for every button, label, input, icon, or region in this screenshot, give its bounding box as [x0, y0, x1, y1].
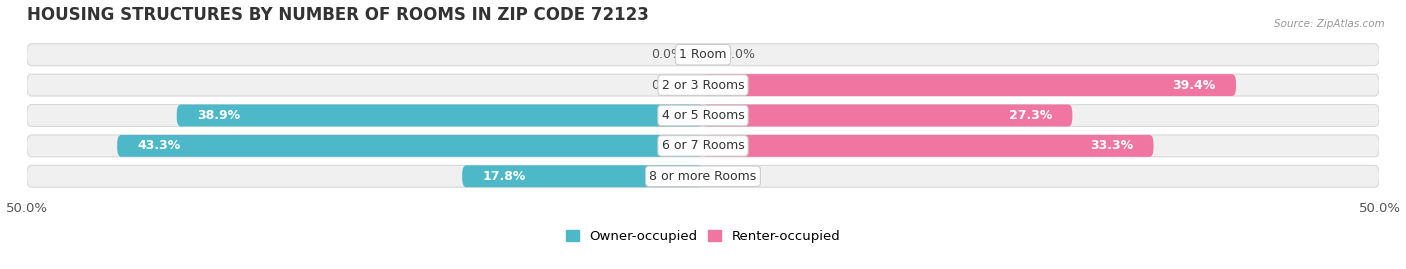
FancyBboxPatch shape: [117, 135, 703, 157]
Legend: Owner-occupied, Renter-occupied: Owner-occupied, Renter-occupied: [560, 225, 846, 248]
Text: 4 or 5 Rooms: 4 or 5 Rooms: [662, 109, 744, 122]
FancyBboxPatch shape: [463, 165, 703, 187]
Text: 17.8%: 17.8%: [482, 170, 526, 183]
FancyBboxPatch shape: [27, 105, 1379, 126]
Text: 0.0%: 0.0%: [651, 48, 683, 61]
Text: 33.3%: 33.3%: [1090, 139, 1133, 152]
Text: 39.4%: 39.4%: [1173, 79, 1216, 92]
FancyBboxPatch shape: [177, 105, 703, 126]
Text: 1 Room: 1 Room: [679, 48, 727, 61]
Text: 8 or more Rooms: 8 or more Rooms: [650, 170, 756, 183]
FancyBboxPatch shape: [703, 74, 1236, 96]
Text: Source: ZipAtlas.com: Source: ZipAtlas.com: [1274, 19, 1385, 29]
Text: 6 or 7 Rooms: 6 or 7 Rooms: [662, 139, 744, 152]
FancyBboxPatch shape: [703, 105, 1073, 126]
Text: 27.3%: 27.3%: [1008, 109, 1052, 122]
Text: 43.3%: 43.3%: [138, 139, 181, 152]
Text: 0.0%: 0.0%: [651, 79, 683, 92]
Text: 2 or 3 Rooms: 2 or 3 Rooms: [662, 79, 744, 92]
FancyBboxPatch shape: [27, 74, 1379, 96]
Text: 38.9%: 38.9%: [197, 109, 240, 122]
FancyBboxPatch shape: [27, 135, 1379, 157]
Text: 0.0%: 0.0%: [723, 48, 755, 61]
Text: HOUSING STRUCTURES BY NUMBER OF ROOMS IN ZIP CODE 72123: HOUSING STRUCTURES BY NUMBER OF ROOMS IN…: [27, 6, 648, 24]
Text: 0.0%: 0.0%: [723, 170, 755, 183]
FancyBboxPatch shape: [27, 165, 1379, 187]
FancyBboxPatch shape: [703, 135, 1153, 157]
FancyBboxPatch shape: [27, 44, 1379, 66]
